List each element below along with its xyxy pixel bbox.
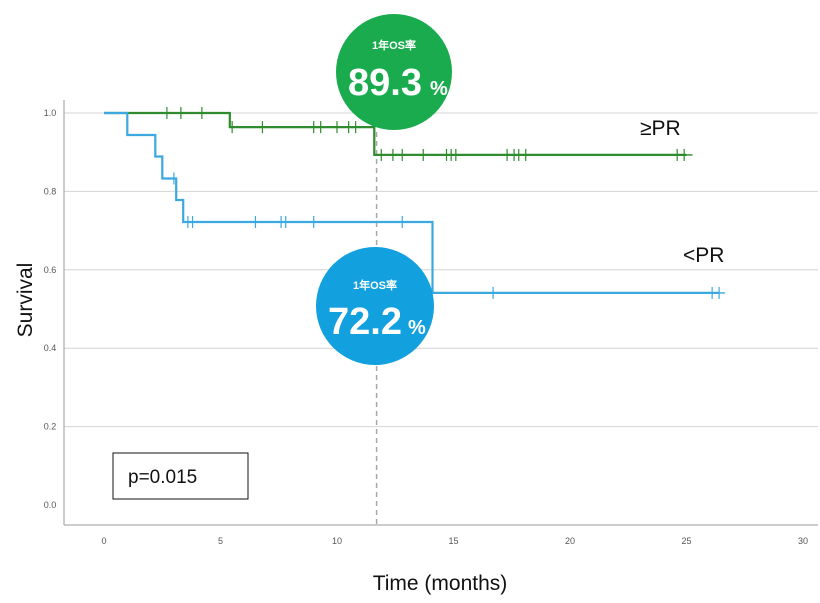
y-tick-label: 0.2 [44,422,57,432]
x-tick-label: 15 [448,536,458,546]
os-rate-badge-pr-high: 1年OS率 89.3 % [336,14,452,130]
x-tick-label: 30 [798,536,808,546]
y-axis-title: Survival [14,263,37,338]
badge-value: 89.3 [348,62,422,104]
y-tick-label: 0.8 [44,186,57,196]
p-value-text: p=0.015 [128,467,197,488]
badge-layer: 1年OS率 89.3 % 1年OS率 72.2 % [316,14,452,365]
x-tick-label: 5 [218,536,223,546]
series-label-pr-low: <PR [683,244,724,267]
y-tick-label: 0.4 [44,343,57,353]
x-tick-label: 20 [565,536,575,546]
label-layer: Time (months) Survival ≥PR <PR p=0.015 [14,117,724,595]
badge-caption: 1年OS率 [353,278,397,292]
badge-value: 72.2 [328,301,402,343]
x-tick-label: 10 [332,536,342,546]
badge-unit: % [430,78,448,100]
y-tick-label: 1.0 [44,108,57,118]
x-tick-label: 25 [681,536,691,546]
plot-frame [63,100,818,526]
x-tick-label: 0 [101,536,106,546]
grid-layer [64,112,818,428]
series-label-pr-high: ≥PR [640,117,681,140]
badge-unit: % [408,317,426,339]
y-tick-label: 0.0 [44,500,57,510]
km-curve-1 [104,111,720,294]
series-layer [104,107,726,299]
tick-layer: 0.0 0.2 0.4 0.6 0.8 1.0 0 5 10 15 20 25 30 [44,108,808,546]
os-rate-badge-pr-low: 1年OS率 72.2 % [316,247,434,365]
badge-caption: 1年OS率 [372,38,416,52]
x-axis-title: Time (months) [373,572,508,595]
y-tick-label: 0.6 [44,265,57,275]
p-value-box [112,452,249,500]
km-curve-0 [104,111,687,156]
